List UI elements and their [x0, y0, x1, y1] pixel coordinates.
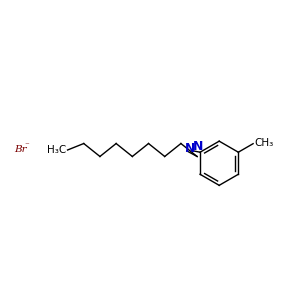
Text: N: N: [193, 140, 203, 153]
Text: CH₃: CH₃: [255, 138, 274, 148]
Text: Br: Br: [14, 146, 27, 154]
Text: H₃C: H₃C: [47, 145, 66, 155]
Text: N: N: [184, 142, 195, 155]
Text: ⁻: ⁻: [25, 142, 29, 151]
